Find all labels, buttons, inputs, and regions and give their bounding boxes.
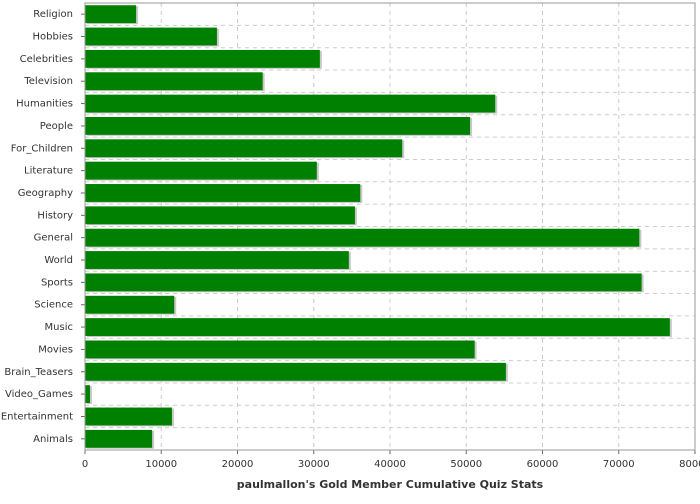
bar: [85, 206, 355, 225]
y-tick-label: Hobbies: [33, 32, 73, 43]
y-tick-label: World: [44, 255, 73, 266]
y-tick-label: People: [40, 121, 73, 132]
bar: [85, 5, 137, 24]
x-tick-label: 10000: [145, 459, 177, 470]
y-tick-label: Movies: [38, 344, 73, 355]
bar: [85, 251, 349, 269]
bar: [85, 273, 642, 292]
x-tick-label: 70000: [603, 459, 635, 470]
bar: [85, 116, 471, 135]
y-tick-label: Science: [34, 300, 73, 311]
bar: [85, 385, 90, 404]
x-tick-label: 60000: [527, 459, 559, 470]
x-tick-label: 0: [82, 459, 88, 470]
bar: [85, 407, 172, 426]
x-tick-label: 20000: [222, 459, 254, 470]
y-tick-label: Humanities: [16, 99, 73, 110]
bar: [85, 295, 175, 314]
y-tick-label: Brain_Teasers: [4, 367, 73, 378]
y-tick-label: Celebrities: [20, 54, 73, 65]
bar: [85, 362, 506, 381]
bar: [85, 72, 263, 91]
bar: [85, 27, 217, 46]
y-tick-label: Music: [45, 322, 73, 333]
bar: [85, 340, 475, 359]
bar: [85, 429, 153, 448]
y-tick-label: For_Children: [11, 143, 73, 154]
bar: [85, 184, 361, 202]
y-tick-label: Animals: [33, 434, 73, 445]
y-tick-label: Geography: [18, 188, 73, 199]
x-axis-label: paulmallon's Gold Member Cumulative Quiz…: [237, 478, 544, 491]
y-tick-label: History: [37, 210, 73, 221]
x-tick-label: 80000: [679, 459, 700, 470]
bar: [85, 49, 320, 68]
bar: [85, 318, 670, 337]
bar: [85, 161, 317, 180]
y-tick-label: General: [34, 233, 73, 244]
y-tick-label: Entertainment: [1, 411, 73, 422]
y-tick-label: Video_Games: [5, 389, 73, 400]
x-tick-label: 50000: [450, 459, 482, 470]
y-tick-label: Religion: [33, 9, 73, 20]
bar: [85, 139, 403, 158]
plot-border: [84, 2, 696, 451]
bar: [85, 228, 640, 247]
y-tick-label: Television: [23, 76, 73, 87]
x-tick-label: 30000: [298, 459, 330, 470]
x-tick-label: 40000: [374, 459, 406, 470]
y-tick-label: Sports: [41, 277, 73, 288]
bar: [85, 94, 496, 113]
y-tick-label: Literature: [24, 166, 73, 177]
